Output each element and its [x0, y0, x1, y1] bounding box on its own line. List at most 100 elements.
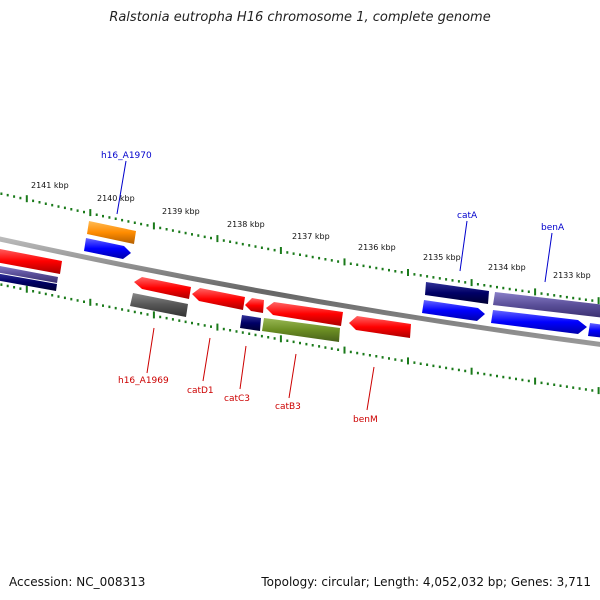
kbp-label-2141: 2141 kbp: [31, 181, 69, 190]
inner-tick-minor: [464, 369, 467, 373]
gene-arrow-left-red: [0, 248, 62, 274]
outer-tick-minor: [121, 218, 124, 222]
outer-tick-minor: [540, 292, 543, 295]
inner-tick-minor: [133, 310, 136, 314]
outer-tick-minor: [0, 192, 3, 195]
outer-tick-minor: [349, 262, 352, 265]
outer-tick-minor: [260, 246, 263, 249]
inner-tick-minor: [57, 295, 60, 298]
inner-tick-minor: [191, 321, 193, 325]
inner-tick-minor: [6, 284, 9, 288]
kbp-label-2133: 2133 kbp: [553, 271, 591, 280]
outer-tick-minor: [229, 240, 232, 243]
outer-tick-minor: [565, 295, 568, 299]
inner-tick-minor: [95, 303, 98, 306]
inner-tick-minor: [140, 311, 143, 315]
outer-tick-minor: [527, 290, 530, 293]
outer-tick-minor: [584, 298, 587, 301]
leader-h16_A1970: [116, 160, 127, 215]
outer-tick-minor: [559, 295, 562, 298]
outer-tick-minor: [489, 284, 492, 288]
inner-tick-minor: [83, 300, 85, 303]
map-title: Ralstonia eutropha H16 chromosome 1, com…: [109, 10, 491, 25]
inner-tick-minor: [273, 337, 276, 340]
inner-tick-minor: [286, 339, 289, 342]
outer-tick-minor: [394, 270, 397, 273]
inner-tick-major: [216, 323, 219, 331]
outer-tick-minor: [165, 228, 168, 231]
inner-tick-major: [89, 298, 92, 306]
inner-tick-minor: [330, 347, 333, 350]
outer-tick-major: [597, 297, 600, 305]
outer-tick-minor: [483, 284, 486, 287]
inner-tick-minor: [184, 320, 187, 324]
inner-tick-minor: [476, 371, 479, 375]
outer-tick-minor: [413, 273, 416, 276]
kbp-label-2134: 2134 kbp: [488, 263, 526, 272]
outer-tick-minor: [400, 271, 403, 274]
outer-tick-minor: [464, 281, 467, 284]
inner-tick-minor: [496, 374, 498, 378]
gene-arrow-catC3: [240, 315, 261, 331]
kbp-label-2139: 2139 kbp: [162, 207, 200, 216]
outer-tick-minor: [178, 230, 181, 234]
inner-tick-major: [470, 367, 473, 375]
outer-tick-minor: [337, 260, 340, 263]
inner-tick-minor: [44, 292, 47, 296]
inner-tick-minor: [260, 334, 263, 338]
inner-tick-minor: [546, 382, 549, 386]
inner-tick-minor: [114, 306, 117, 310]
gene-label-catA: catA: [457, 211, 478, 221]
outer-tick-minor: [222, 239, 225, 242]
inner-tick-minor: [70, 297, 73, 301]
outer-tick-minor: [102, 214, 104, 218]
outer-tick-minor: [426, 275, 429, 278]
kbp-label-2140: 2140 kbp: [97, 194, 135, 203]
outer-tick-minor: [451, 279, 454, 282]
inner-tick-minor: [483, 372, 486, 376]
outer-tick-minor: [114, 217, 117, 220]
gene-arrow-red-1: [134, 277, 191, 299]
outer-tick-minor: [70, 208, 73, 211]
outer-tick-minor: [108, 216, 111, 219]
outer-tick-major: [343, 258, 346, 266]
leader-h16_A1969: [146, 327, 155, 374]
outer-tick-minor: [521, 289, 524, 293]
outer-tick-minor: [57, 205, 60, 208]
inner-tick-minor: [356, 351, 359, 355]
accession-text: Accession: NC_008313: [9, 575, 146, 589]
leader-benA: [544, 232, 553, 283]
inner-tick-minor: [451, 367, 454, 371]
outer-tick-minor: [508, 287, 511, 291]
gene-label-catD1: catD1: [187, 386, 214, 396]
gene-label-catC3: catC3: [224, 394, 250, 404]
kbp-label-2138: 2138 kbp: [227, 220, 265, 229]
leader-catD1: [202, 337, 211, 382]
inner-tick-minor: [368, 354, 371, 357]
inner-tick-major: [407, 357, 409, 365]
outer-tick-minor: [457, 280, 460, 283]
inner-tick-minor: [324, 346, 327, 349]
inner-tick-minor: [197, 323, 200, 326]
outer-tick-minor: [445, 278, 448, 281]
gene-label-benA: benA: [541, 223, 565, 233]
outer-tick-minor: [140, 222, 143, 226]
outer-tick-minor: [95, 213, 98, 216]
inner-tick-minor: [146, 313, 149, 316]
inner-tick-major: [343, 346, 346, 354]
gene-arrow-blue-1: [84, 238, 131, 259]
outer-tick-minor: [235, 241, 238, 245]
inner-tick-minor: [76, 299, 79, 302]
outer-tick-minor: [502, 286, 505, 290]
outer-tick-minor: [83, 210, 85, 214]
inner-tick-minor: [235, 330, 238, 333]
inner-tick-minor: [38, 291, 41, 294]
inner-tick-minor: [375, 355, 378, 358]
kbp-label-2137: 2137 kbp: [292, 232, 330, 241]
inner-tick-minor: [572, 386, 575, 389]
gene-label-catB3: catB3: [275, 402, 301, 412]
inner-tick-minor: [381, 356, 384, 359]
inner-tick-minor: [502, 375, 505, 379]
inner-tick-minor: [438, 365, 441, 369]
outer-tick-minor: [362, 264, 365, 268]
